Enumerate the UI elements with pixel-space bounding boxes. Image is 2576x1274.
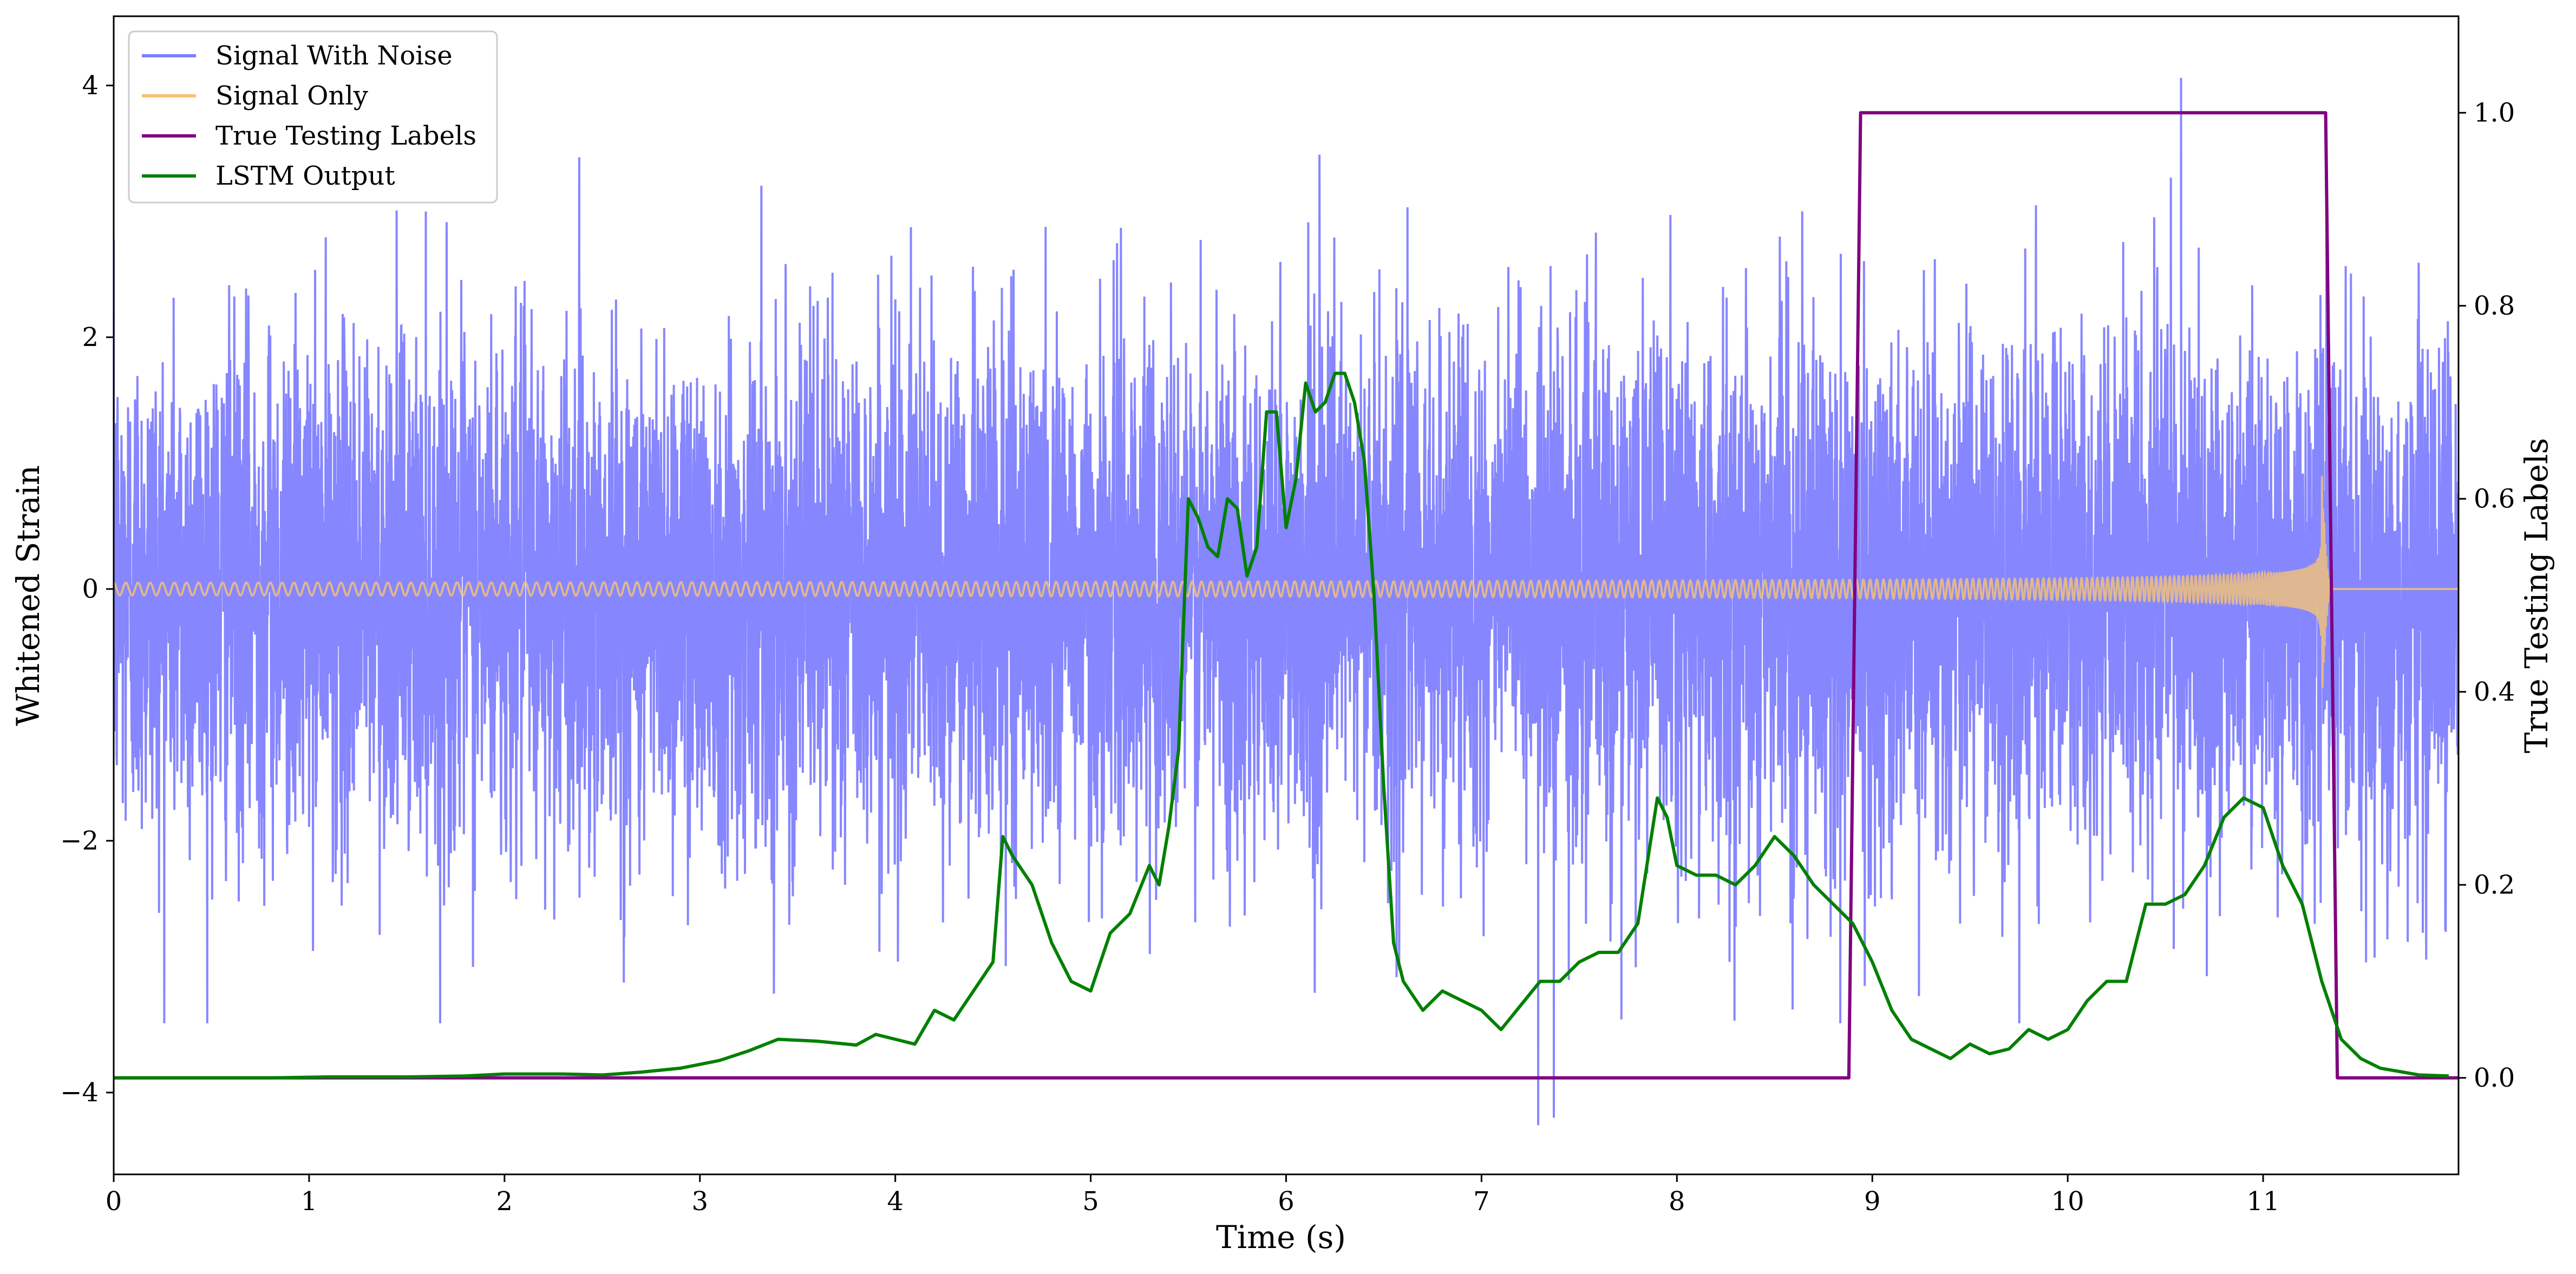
x-tick-label: 0 (106, 1186, 122, 1217)
x-tick-label: 7 (1473, 1186, 1490, 1217)
x-tick-label: 10 (2051, 1186, 2084, 1217)
y-left-tick-label: 0 (82, 574, 99, 604)
y-left-tick-label: −2 (60, 826, 99, 856)
legend-true-testing-labels-label: True Testing Labels (215, 121, 476, 151)
series-layer (114, 77, 2459, 1126)
x-tick-label: 11 (2247, 1186, 2280, 1217)
x-tick-label: 4 (887, 1186, 904, 1217)
legend-signal-with-noise-label: Signal With Noise (215, 41, 453, 71)
series-signal-only (114, 476, 2459, 688)
series-signal-with-noise (114, 77, 2459, 1126)
y-right-tick-label: 0.6 (2474, 484, 2515, 514)
y-left-tick-label: −4 (60, 1077, 99, 1108)
axes-layer: 0 1 2 3 4 5 6 7 8 9 10 11 −4 −2 0 2 4 0.0 0.2 0.4 0.6 0.8 1.0 (60, 70, 2515, 1217)
x-tick-label: 1 (301, 1186, 318, 1217)
y-axis-label-left: Whitened Strain (10, 465, 47, 726)
y-right-tick-label: 0.0 (2474, 1063, 2515, 1093)
y-right-tick-label: 0.8 (2474, 291, 2515, 321)
x-tick-label: 5 (1082, 1186, 1099, 1217)
legend: Signal With Noise Signal Only True Testing… (128, 30, 498, 204)
x-tick-label: 8 (1669, 1186, 1685, 1217)
y-left-tick-label: 4 (82, 70, 99, 101)
x-tick-label: 6 (1278, 1186, 1294, 1217)
legend-lstm-output-label: LSTM Output (215, 161, 395, 191)
y-right-tick-label: 1.0 (2474, 97, 2515, 128)
legend-box (128, 30, 498, 204)
y-axis-label-right: True Testing Labels (2518, 438, 2555, 753)
y-right-tick-label: 0.2 (2474, 870, 2515, 900)
y-left-tick-label: 2 (82, 322, 99, 352)
y-right-tick-label: 0.4 (2474, 677, 2515, 707)
x-tick-label: 3 (691, 1186, 708, 1217)
legend-signal-only-label: Signal Only (215, 81, 368, 111)
series-lstm-output (114, 371, 2449, 1080)
x-tick-label: 9 (1864, 1186, 1881, 1217)
x-tick-label: 2 (496, 1186, 513, 1217)
x-axis-label: Time (s) (1216, 1219, 1346, 1256)
series-true-testing-labels (114, 111, 2459, 1080)
